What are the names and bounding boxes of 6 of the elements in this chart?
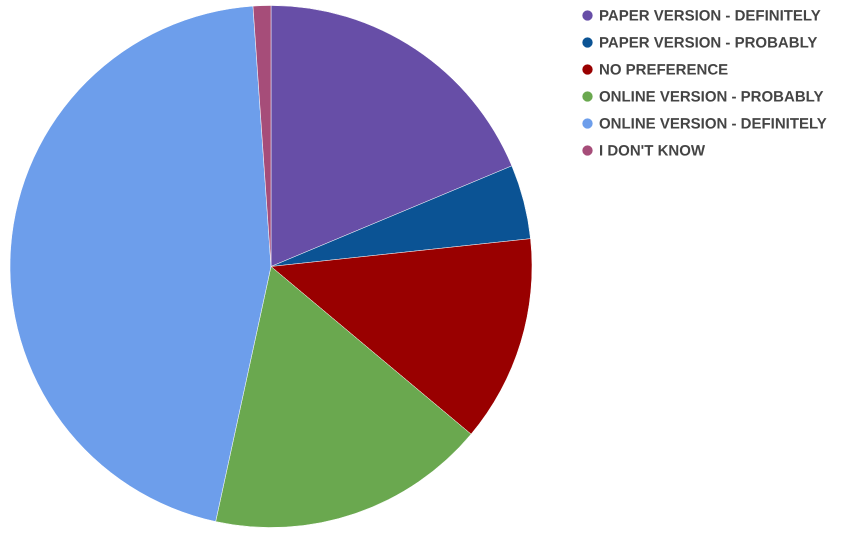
legend-label: PAPER VERSION - DEFINITELY (599, 8, 821, 24)
legend-label: ONLINE VERSION - DEFINITELY (599, 116, 827, 132)
legend-label: NO PREFERENCE (599, 62, 728, 78)
legend-label: PAPER VERSION - PROBABLY (599, 34, 818, 52)
legend-label: ONLINE VERSION - PROBABLY (599, 88, 824, 106)
legend-label: I DON'T KNOW (599, 142, 706, 160)
